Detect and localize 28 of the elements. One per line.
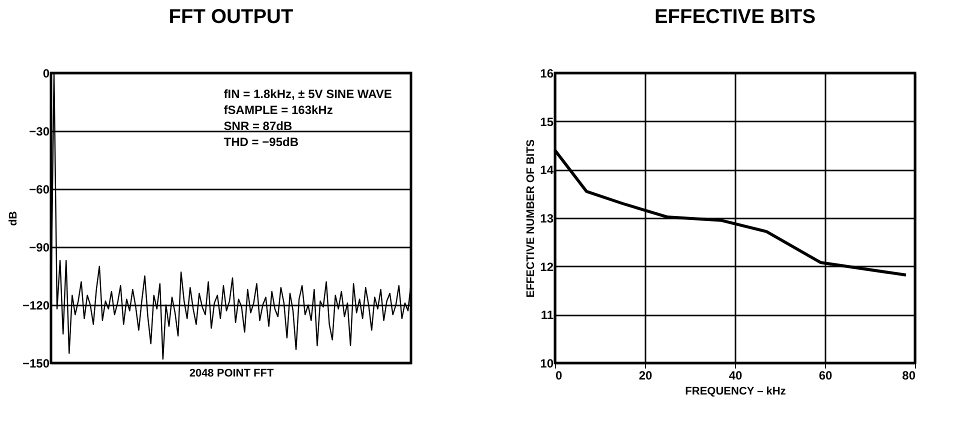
y-tick-label: −90	[29, 240, 50, 254]
y-tick-label: −120	[22, 298, 50, 312]
y-tick-label: 11	[540, 308, 554, 322]
x-axis-title: 2048 POINT FFT	[189, 368, 274, 380]
annotation: THD = −95dB	[224, 135, 299, 149]
chart-title: EFFECTIVE BITS	[654, 6, 816, 28]
y-tick-label: −30	[29, 124, 50, 138]
x-tick-label: 60	[818, 368, 832, 382]
annotation: fSAMPLE = 163kHz	[224, 103, 333, 117]
x-tick-label: 20	[638, 368, 652, 382]
y-tick-label: 13	[540, 212, 554, 226]
x-tick-label: 80	[902, 368, 916, 382]
chart-title: FFT OUTPUT	[168, 6, 294, 28]
y-tick-label: 0	[42, 66, 50, 80]
y-axis-title: dB	[7, 211, 20, 226]
x-axis-title: FREQUENCY – kHz	[685, 386, 786, 398]
y-tick-label: 16	[540, 66, 554, 80]
annotation: fIN = 1.8kHz, ± 5V SINE WAVE	[224, 87, 392, 101]
y-tick-label: 15	[540, 114, 554, 129]
y-tick-label: 10	[540, 356, 554, 370]
x-tick-label: 0	[556, 368, 562, 382]
annotation: SNR = 87dB	[224, 119, 292, 133]
y-tick-label: −60	[29, 182, 50, 196]
y-tick-label: 12	[540, 260, 554, 274]
y-tick-label: 14	[540, 163, 554, 178]
x-tick-label: 40	[728, 368, 742, 382]
y-tick-label: −150	[22, 356, 50, 370]
y-axis-title: EFFECTIVE NUMBER OF BITS	[525, 139, 538, 298]
